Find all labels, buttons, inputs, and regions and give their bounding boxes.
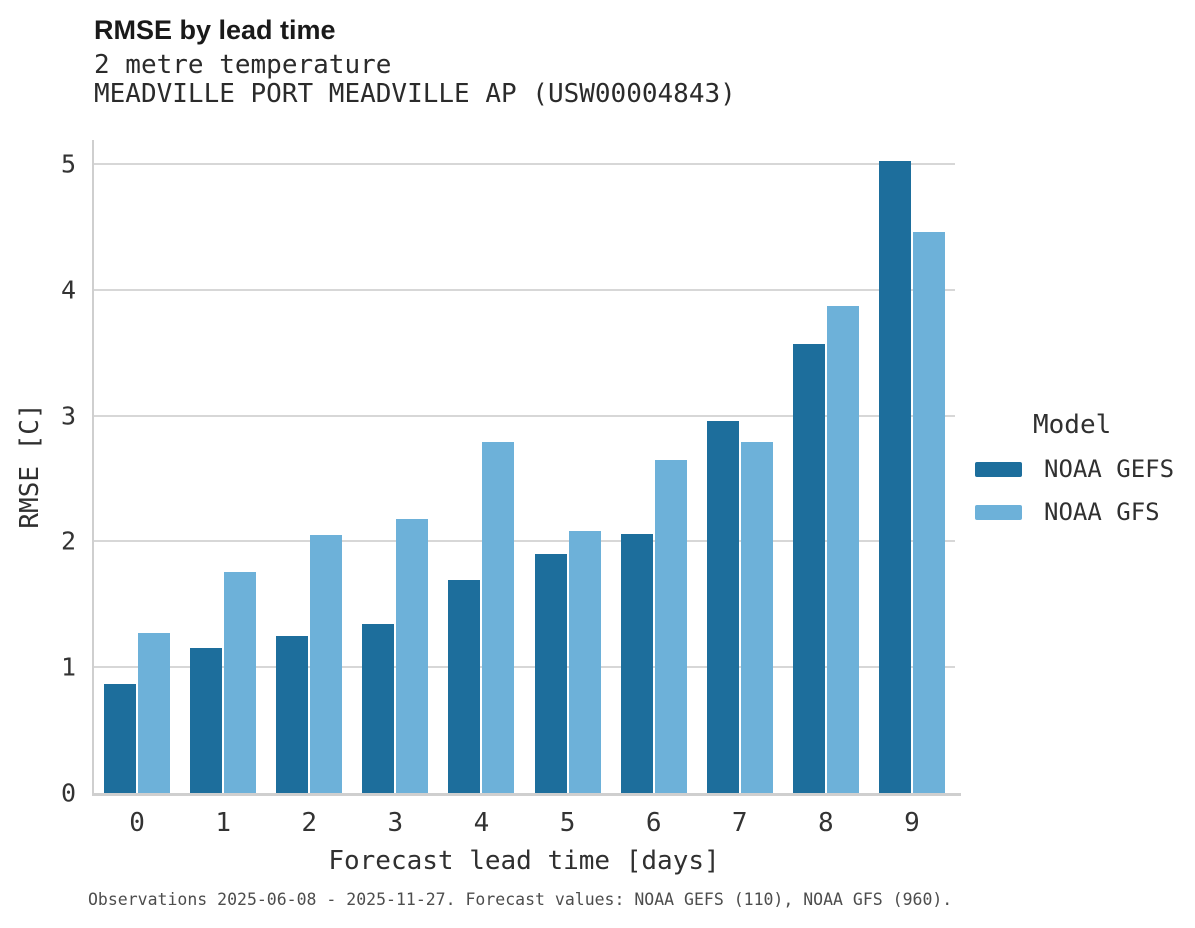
bar-noaa-gfs-lead4 (482, 441, 515, 793)
y-tick-label-2: 2 (60, 526, 76, 556)
bar-noaa-gefs-lead5 (534, 553, 567, 793)
bar-noaa-gefs-lead6 (620, 533, 653, 793)
x-axis-label: Forecast lead time [days] (328, 846, 720, 876)
legend-title: Model (1033, 410, 1112, 440)
legend-entry-noaa-gfs: NOAA GFS (975, 500, 1190, 524)
gridline-y2 (94, 540, 955, 543)
x-tick-label-2: 2 (301, 808, 318, 838)
bar-noaa-gfs-lead1 (224, 571, 257, 793)
legend-swatch-noaa-gfs (975, 504, 1022, 520)
y-tick-label-5: 5 (60, 149, 76, 179)
y-tick-label-0: 0 (60, 778, 76, 808)
bar-noaa-gefs-lead1 (190, 648, 223, 793)
x-tick-label-7: 7 (731, 808, 748, 838)
gridline-y1 (94, 666, 955, 669)
y-axis-spine (92, 140, 94, 795)
x-tick-label-0: 0 (129, 808, 145, 838)
bar-noaa-gfs-lead0 (138, 633, 171, 793)
x-tick-label-1: 1 (215, 808, 231, 838)
x-axis-spine (92, 793, 961, 796)
plot-area (92, 140, 961, 796)
legend-entry-noaa-gefs: NOAA GEFS (975, 457, 1190, 481)
footer-caption: Observations 2025-06-08 - 2025-11-27. Fo… (88, 890, 953, 909)
legend: Model NOAA GEFS NOAA GFS (975, 412, 1190, 524)
bar-noaa-gefs-lead7 (706, 420, 739, 793)
bar-noaa-gfs-lead2 (310, 535, 343, 793)
legend-swatch-noaa-gefs (975, 461, 1022, 477)
x-tick-label-5: 5 (559, 808, 576, 838)
bar-noaa-gfs-lead7 (740, 441, 773, 793)
bar-noaa-gfs-lead8 (826, 306, 859, 793)
bar-noaa-gefs-lead3 (362, 624, 395, 793)
x-tick-label-6: 6 (645, 808, 662, 838)
legend-entry-label: NOAA GFS (1044, 498, 1160, 526)
bar-noaa-gefs-lead9 (878, 161, 911, 793)
y-tick-label-3: 3 (60, 401, 76, 431)
y-tick-label-4: 4 (60, 275, 76, 305)
legend-entries: NOAA GEFS NOAA GFS (975, 457, 1190, 524)
bar-noaa-gefs-lead4 (448, 580, 481, 793)
chart-station-line: MEADVILLE PORT MEADVILLE AP (USW00004843… (94, 79, 736, 109)
bar-noaa-gfs-lead9 (912, 231, 945, 793)
bar-noaa-gfs-lead3 (396, 518, 429, 793)
gridline-y4 (94, 288, 955, 291)
legend-entry-label: NOAA GEFS (1044, 455, 1175, 483)
bar-noaa-gefs-lead2 (276, 635, 309, 793)
x-tick-label-8: 8 (818, 808, 834, 838)
x-tick-label-4: 4 (473, 808, 490, 838)
bar-noaa-gfs-lead6 (654, 459, 687, 793)
x-tick-label-3: 3 (387, 808, 404, 838)
bar-noaa-gefs-lead8 (792, 343, 825, 793)
chart-subtitle: 2 metre temperature (94, 50, 392, 80)
gridline-y5 (94, 162, 955, 165)
bar-noaa-gfs-lead5 (568, 531, 601, 793)
gridline-y3 (94, 414, 955, 417)
bar-noaa-gefs-lead0 (104, 683, 137, 793)
y-tick-label-1: 1 (60, 652, 76, 682)
x-tick-label-9: 9 (904, 808, 920, 838)
chart-title: RMSE by lead time (94, 15, 336, 45)
